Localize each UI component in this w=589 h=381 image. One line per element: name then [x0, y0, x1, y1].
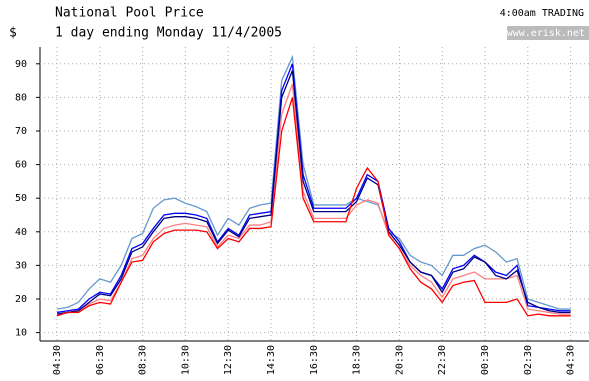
y-tick-label: 40 — [15, 227, 27, 238]
y-tick-label: 10 — [15, 328, 27, 339]
y-tick-label: 30 — [15, 260, 27, 271]
x-tick-label: 04:30 — [52, 345, 63, 375]
x-tick-label: 14:30 — [266, 345, 277, 375]
y-tick-label: 50 — [15, 193, 27, 204]
y-tick-label: 80 — [15, 92, 27, 103]
y-tick-label: 20 — [15, 294, 27, 305]
x-tick-label: 22:30 — [437, 345, 448, 375]
x-tick-label: 18:30 — [352, 345, 363, 375]
x-tick-label: 00:30 — [480, 345, 491, 375]
x-tick-label: 16:30 — [309, 345, 320, 375]
x-tick-label: 12:30 — [223, 345, 234, 375]
watermark-box — [507, 26, 589, 40]
chart-subtitle: 1 day ending Monday 11/4/2005 — [55, 26, 282, 41]
status-text: 4:00am TRADING — [500, 8, 584, 19]
x-tick-label: 02:30 — [523, 345, 534, 375]
series-line — [56, 54, 571, 310]
y-axis-label: $ — [9, 26, 17, 41]
x-tick-label: 06:30 — [95, 345, 106, 375]
x-tick-label: 04:30 — [566, 345, 577, 375]
series-line — [56, 97, 571, 317]
x-tick-label: 10:30 — [180, 345, 191, 375]
y-tick-label: 70 — [15, 126, 27, 137]
y-tick-label: 90 — [15, 59, 27, 70]
series-line — [56, 70, 571, 315]
series-line — [56, 83, 571, 315]
chart-title: National Pool Price — [55, 6, 204, 21]
x-tick-label: 20:30 — [394, 345, 405, 375]
watermark: www.erisk.net — [507, 28, 585, 39]
y-tick-label: 60 — [15, 160, 27, 171]
x-tick-label: 08:30 — [138, 345, 149, 375]
